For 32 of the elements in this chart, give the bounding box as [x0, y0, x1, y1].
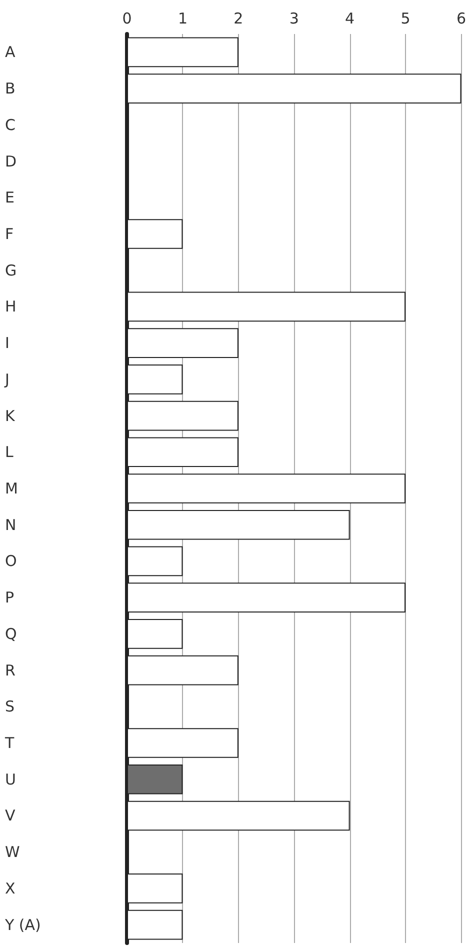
y-tick-label: B [5, 80, 16, 98]
y-tick-label: T [4, 734, 15, 752]
y-tick-label: K [5, 406, 16, 425]
y-tick-label: F [5, 224, 14, 243]
y-tick-label: G [5, 261, 17, 280]
y-tick-label: S [5, 698, 15, 716]
y-tick-label: M [5, 480, 18, 498]
y-tick-label: I [5, 334, 10, 352]
x-tick-label: 4 [345, 10, 355, 28]
y-tick-label: R [5, 661, 16, 680]
y-tick-label: N [5, 516, 16, 534]
x-tick-label: 1 [178, 10, 188, 28]
y-tick-label: L [5, 443, 14, 462]
y-tick-label: U [5, 770, 16, 788]
y-tick-label: Q [5, 624, 17, 643]
x-tick-label: 2 [234, 10, 244, 28]
y-tick-label: D [5, 152, 17, 170]
x-tick-label: 3 [289, 10, 299, 28]
x-tick-label: 6 [456, 10, 466, 28]
y-tick-label: X [5, 879, 16, 898]
y-tick-label: P [5, 588, 14, 607]
y-tick-label: O [5, 552, 17, 570]
x-tick-label: 0 [122, 10, 132, 28]
y-tick-label: C [5, 116, 16, 134]
y-tick-label: V [5, 806, 16, 825]
y-tick-label: H [5, 298, 16, 316]
y-tick-label: A [5, 43, 16, 62]
y-tick-label: W [5, 843, 20, 862]
x-tick-label: 5 [400, 10, 410, 28]
y-tick-label: E [5, 188, 14, 207]
y-tick-label: J [4, 370, 10, 388]
y-tick-label: Y (A) [4, 916, 41, 934]
